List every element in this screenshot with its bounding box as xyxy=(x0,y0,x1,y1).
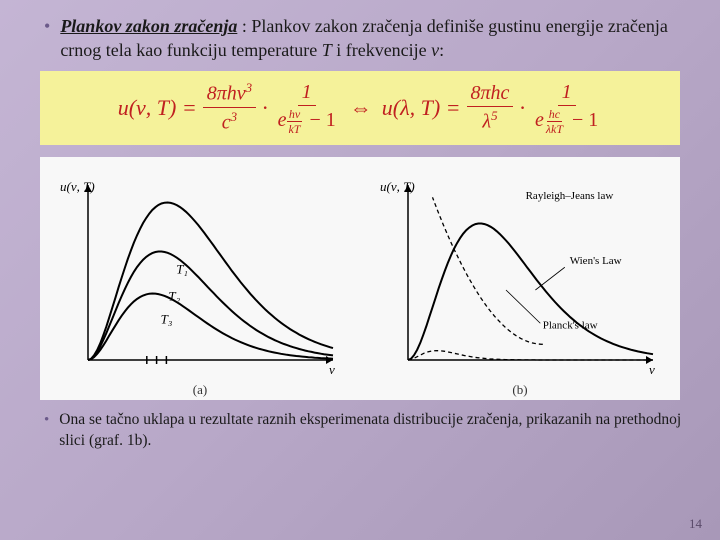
svg-text:u(ν, T): u(ν, T) xyxy=(380,179,415,194)
frac-8pihnu3-c3: 8πhν3 c3 xyxy=(203,81,256,133)
frac-1-exp-nu: 1 ehνkT − 1 xyxy=(274,81,340,135)
planck-formula: u(ν, T) = 8πhν3 c3 · 1 ehνkT − 1 ⇔ u(λ, … xyxy=(118,81,603,135)
frac-8pihc-lambda5: 8πhc λ5 xyxy=(467,82,514,133)
charts-row: u(ν, T)νT₁T₂T₃ (a) u(ν, T)νRayleigh–Jean… xyxy=(40,157,680,400)
slide-content: • Plankov zakon zračenja : Plankov zakon… xyxy=(0,0,720,400)
chart-a: u(ν, T)νT₁T₂T₃ xyxy=(50,165,350,380)
formula-box: u(ν, T) = 8πhν3 c3 · 1 ehνkT − 1 ⇔ u(λ, … xyxy=(40,71,680,145)
svg-text:ν: ν xyxy=(649,362,655,377)
f3-den: λ xyxy=(482,111,491,133)
exp1-num: hν xyxy=(287,108,302,122)
page-number: 14 xyxy=(689,516,702,532)
f4-num: 1 xyxy=(558,81,576,106)
dot1: · xyxy=(262,95,268,121)
f1-den-exp: 3 xyxy=(231,109,238,124)
svg-text:Rayleigh–Jeans law: Rayleigh–Jeans law xyxy=(526,190,614,202)
e2: e xyxy=(535,109,544,131)
bullet-dot-2: • xyxy=(44,410,49,452)
exp1-den: kT xyxy=(286,122,302,135)
outro-paragraph: Ona se tačno uklapa u rezultate raznih e… xyxy=(59,410,690,452)
minus1a: − 1 xyxy=(309,109,335,131)
svg-text:T₃: T₃ xyxy=(161,311,173,326)
intro-T: T xyxy=(322,40,332,60)
f1-den: c xyxy=(222,112,231,134)
chart-b: u(ν, T) ν Rayleigh–Jeans law Wien's Law Plan… xyxy=(370,165,670,380)
lhs-lambda: u(λ, T) = xyxy=(382,95,461,121)
lhs-nu: u(ν, T) = xyxy=(118,95,197,121)
svg-text:u(ν, T): u(ν, T) xyxy=(60,179,95,194)
intro-title: Plankov zakon zračenja xyxy=(60,16,237,36)
chart-b-wrap: u(ν, T) ν Rayleigh–Jeans law Wien's Law Plan… xyxy=(370,165,670,398)
exp2-num: hc xyxy=(547,108,562,122)
f3-den-exp: 5 xyxy=(491,108,498,123)
svg-text:ν: ν xyxy=(329,362,335,377)
f1-num: 8πhν xyxy=(207,83,246,105)
iff: ⇔ xyxy=(350,95,372,121)
exp2-den: λkT xyxy=(544,122,565,135)
frac-1-exp-lambda: 1 ehcλkT − 1 xyxy=(531,81,602,135)
intro-nu: ν xyxy=(431,40,439,60)
intro-bullet: • Plankov zakon zračenja : Plankov zakon… xyxy=(30,14,690,63)
intro-colon: : xyxy=(439,40,444,60)
f2-num: 1 xyxy=(298,81,316,106)
e1: e xyxy=(278,109,287,131)
chart-b-label: (b) xyxy=(512,382,527,398)
f3-num: 8πhc xyxy=(467,82,514,107)
intro-and: i frekvencije xyxy=(332,40,431,60)
dot2: · xyxy=(519,95,525,121)
svg-text:T₁: T₁ xyxy=(176,261,188,276)
f1-num-exp: 3 xyxy=(246,80,253,95)
chart-a-label: (a) xyxy=(193,382,207,398)
minus1b: − 1 xyxy=(572,109,598,131)
outro-bullet: • Ona se tačno uklapa u rezultate raznih… xyxy=(30,410,690,452)
outro-block: • Ona se tačno uklapa u rezultate raznih… xyxy=(0,410,720,452)
exp-hc-lambdakT: hcλkT xyxy=(544,108,565,135)
exp-hnu-kT: hνkT xyxy=(286,108,302,135)
chart-a-wrap: u(ν, T)νT₁T₂T₃ (a) xyxy=(50,165,350,398)
intro-paragraph: Plankov zakon zračenja : Plankov zakon z… xyxy=(60,14,690,63)
svg-text:Wien's Law: Wien's Law xyxy=(570,254,622,266)
svg-text:Planck's law: Planck's law xyxy=(543,319,598,331)
bullet-dot: • xyxy=(44,14,50,63)
